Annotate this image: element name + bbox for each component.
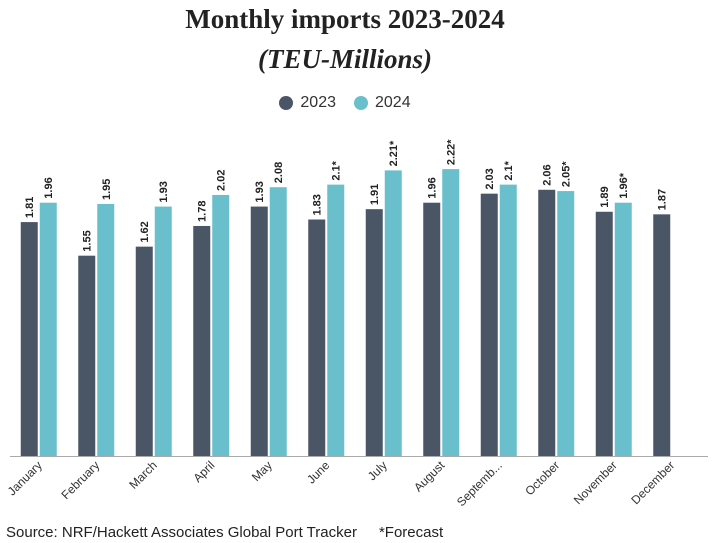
legend-label-2023: 2023	[300, 94, 336, 111]
bar-2024-july	[384, 170, 402, 456]
chart-subtitle: (TEU-Millions)	[257, 44, 432, 74]
bar-2023-june	[308, 219, 326, 456]
bar-2024-june	[327, 184, 345, 456]
legend-swatch-2024	[354, 96, 368, 110]
legend-item-2023: 2023	[279, 94, 336, 112]
data-label-2024-may: 2.08	[273, 162, 285, 183]
x-tick-label: Septemb...	[454, 458, 505, 509]
legend: 2023 2024	[0, 94, 690, 112]
data-label-2024-february: 1.95	[101, 179, 113, 200]
bar-2023-august	[423, 202, 441, 456]
x-tick-label: August	[411, 458, 448, 495]
bar-2024-may	[269, 187, 287, 456]
data-label-2024-march: 1.93	[158, 181, 170, 202]
data-label-2024-august: 2.22*	[446, 139, 458, 165]
bar-2023-november	[595, 211, 613, 456]
x-tick-label: April	[190, 458, 217, 485]
bar-2024-march	[154, 206, 172, 456]
bar-2024-november	[614, 202, 632, 456]
x-tick-label: May	[249, 458, 275, 484]
bar-2024-august	[442, 169, 460, 456]
data-label-2023-april: 1.78	[197, 201, 209, 222]
x-tick-label: December	[628, 458, 677, 507]
data-label-2024-july: 2.21*	[388, 140, 400, 166]
bar-2023-december	[653, 214, 671, 456]
data-label-2024-june: 2.1*	[331, 160, 343, 180]
legend-swatch-2023	[279, 96, 294, 110]
bar-2023-april	[193, 225, 211, 456]
x-tick-label: January	[5, 458, 45, 498]
bar-2023-july	[365, 209, 383, 456]
legend-item-2024: 2024	[354, 94, 411, 112]
footer: Source: NRF/Hackett Associates Global Po…	[6, 524, 718, 541]
x-tick-label: October	[522, 458, 562, 498]
data-label-2023-november: 1.89	[599, 186, 611, 207]
x-tick-label: March	[126, 458, 159, 491]
bar-2024-septemb	[499, 184, 517, 456]
data-label-2023-march: 1.62	[139, 221, 151, 242]
source-text: Source: NRF/Hackett Associates Global Po…	[6, 524, 357, 541]
data-label-2024-septemb: 2.1*	[503, 160, 515, 180]
x-tick-label: June	[304, 458, 333, 487]
data-label-2023-january: 1.81	[24, 197, 36, 218]
bar-2023-septemb	[480, 193, 498, 456]
bar-2024-october	[557, 191, 575, 457]
bar-2024-january	[39, 202, 57, 456]
data-label-2023-june: 1.83	[312, 194, 324, 215]
data-label-2024-january: 1.96	[43, 177, 55, 198]
bar-2024-february	[97, 204, 115, 456]
bar-2023-march	[135, 246, 153, 456]
legend-label-2024: 2024	[375, 94, 411, 111]
data-label-2023-december: 1.87	[657, 189, 669, 210]
data-label-2024-november: 1.96*	[618, 172, 630, 198]
data-label-2023-septemb: 2.03	[484, 168, 496, 189]
forecast-note: *Forecast	[378, 524, 444, 541]
x-tick-label: November	[571, 458, 620, 507]
bar-2023-october	[538, 189, 556, 457]
chart-title: Monthly imports 2023-2024	[185, 4, 505, 34]
data-label-2023-may: 1.93	[254, 181, 266, 202]
bar-2023-may	[250, 206, 268, 456]
x-tick-label: July	[365, 458, 390, 483]
data-label-2023-february: 1.55	[82, 230, 94, 251]
x-tick-label: February	[59, 458, 103, 502]
data-label-2024-october: 2.05*	[561, 161, 573, 187]
bar-2023-january	[20, 222, 38, 456]
data-label-2023-october: 2.06	[542, 164, 554, 185]
data-label-2024-april: 2.02	[216, 170, 228, 191]
bar-2024-april	[212, 194, 230, 456]
bar-2023-february	[78, 255, 96, 456]
data-label-2023-august: 1.96	[427, 177, 439, 198]
data-label-2023-july: 1.91	[369, 184, 381, 205]
